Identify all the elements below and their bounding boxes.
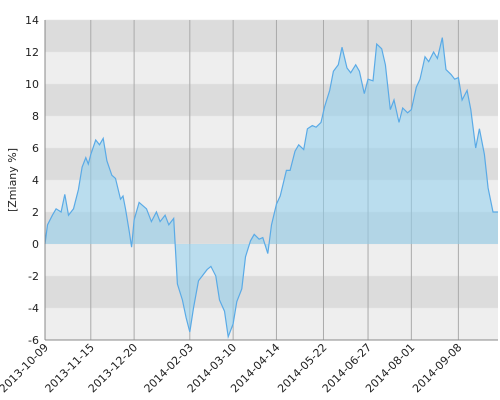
y-axis-label: [Zmiany %]: [6, 148, 19, 212]
grid-band: [45, 244, 498, 276]
y-tick-label: -6: [28, 334, 39, 347]
line: [44, 37, 498, 340]
y-tick-label: 0: [32, 238, 39, 251]
x-tick-label: 2014-09-08: [410, 341, 464, 395]
y-tick-label: 4: [32, 174, 39, 187]
y-tick-label: 10: [25, 78, 39, 91]
grid-band: [45, 20, 498, 52]
y-tick-label: 12: [25, 46, 39, 59]
area: [45, 37, 498, 337]
y-tick-label: 6: [32, 142, 39, 155]
y-tick-label: 8: [32, 110, 39, 123]
y-tick-label: 2: [32, 206, 39, 219]
grid-band: [45, 276, 498, 308]
y-tick-label: 14: [25, 14, 39, 27]
y-tick-label: -2: [28, 270, 39, 283]
grid-band: [45, 308, 498, 340]
y-tick-label: -4: [28, 302, 39, 315]
